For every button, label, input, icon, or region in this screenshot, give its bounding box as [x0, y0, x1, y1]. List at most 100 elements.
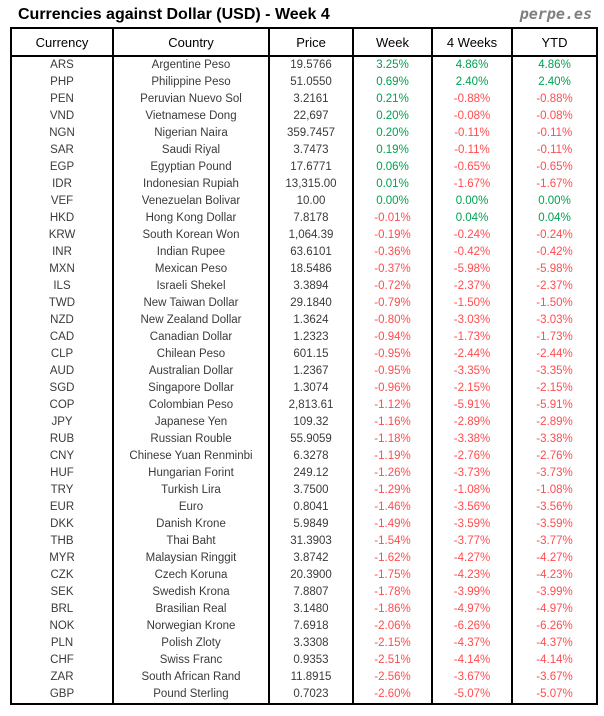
table-row: SGD Singapore Dollar 1.3074 -0.96% -2.15% -2.…: [10, 380, 598, 397]
four-weeks-change-cell: -3.77%: [431, 533, 513, 550]
country-cell: Pound Sterling: [112, 686, 270, 704]
week-change-cell: -2.56%: [352, 669, 433, 686]
currency-code-cell: GBP: [10, 686, 114, 704]
currency-code-cell: TRY: [10, 482, 114, 499]
price-cell: 7.8807: [268, 584, 354, 601]
price-cell: 29.1840: [268, 295, 354, 312]
currency-code-cell: ILS: [10, 278, 114, 295]
table-row: NZD New Zealand Dollar 1.3624 -0.80% -3.03% -…: [10, 312, 598, 329]
week-change-cell: 0.21%: [352, 91, 433, 108]
country-cell: Indonesian Rupiah: [112, 176, 270, 193]
table-row: NGN Nigerian Naira 359.7457 0.20% -0.11% -0.1…: [10, 125, 598, 142]
four-weeks-change-cell: -5.91%: [431, 397, 513, 414]
country-cell: Singapore Dollar: [112, 380, 270, 397]
four-weeks-change-cell: -3.67%: [431, 669, 513, 686]
table-row: MXN Mexican Peso 18.5486 -0.37% -5.98% -5.98%: [10, 261, 598, 278]
country-cell: Mexican Peso: [112, 261, 270, 278]
four-weeks-change-cell: -3.35%: [431, 363, 513, 380]
country-cell: Peruvian Nuevo Sol: [112, 91, 270, 108]
week-change-cell: -2.60%: [352, 686, 433, 704]
price-cell: 6.3278: [268, 448, 354, 465]
ytd-change-cell: -0.11%: [511, 125, 598, 142]
ytd-change-cell: 2.40%: [511, 74, 598, 91]
price-cell: 1.2367: [268, 363, 354, 380]
ytd-change-cell: -1.50%: [511, 295, 598, 312]
week-change-cell: -1.75%: [352, 567, 433, 584]
price-cell: 51.0550: [268, 74, 354, 91]
ytd-change-cell: -5.91%: [511, 397, 598, 414]
week-change-cell: -2.15%: [352, 635, 433, 652]
price-cell: 359.7457: [268, 125, 354, 142]
ytd-change-cell: -4.27%: [511, 550, 598, 567]
country-cell: Chinese Yuan Renminbi: [112, 448, 270, 465]
ytd-change-cell: -3.35%: [511, 363, 598, 380]
table-row: TRY Turkish Lira 3.7500 -1.29% -1.08% -1.08%: [10, 482, 598, 499]
week-change-cell: -1.86%: [352, 601, 433, 618]
four-weeks-change-cell: -1.73%: [431, 329, 513, 346]
price-cell: 109.32: [268, 414, 354, 431]
four-weeks-change-cell: -3.56%: [431, 499, 513, 516]
week-change-cell: -1.49%: [352, 516, 433, 533]
currency-code-cell: PLN: [10, 635, 114, 652]
currency-code-cell: SEK: [10, 584, 114, 601]
four-weeks-change-cell: -3.59%: [431, 516, 513, 533]
currency-code-cell: RUB: [10, 431, 114, 448]
currency-code-cell: NZD: [10, 312, 114, 329]
week-change-cell: -1.19%: [352, 448, 433, 465]
country-cell: Norwegian Krone: [112, 618, 270, 635]
country-cell: Swiss Franc: [112, 652, 270, 669]
four-weeks-change-cell: -1.50%: [431, 295, 513, 312]
table-header-row: Currency Country Price Week 4 Weeks YTD: [10, 27, 598, 57]
column-header-ytd: YTD: [511, 27, 598, 57]
table-row: CZK Czech Koruna 20.3900 -1.75% -4.23% -4.23%: [10, 567, 598, 584]
four-weeks-change-cell: 4.86%: [431, 56, 513, 74]
four-weeks-change-cell: -4.27%: [431, 550, 513, 567]
currency-code-cell: DKK: [10, 516, 114, 533]
four-weeks-change-cell: -4.97%: [431, 601, 513, 618]
price-cell: 17.6771: [268, 159, 354, 176]
week-change-cell: -1.54%: [352, 533, 433, 550]
country-cell: South Korean Won: [112, 227, 270, 244]
price-cell: 11.8915: [268, 669, 354, 686]
table-row: VEF Venezuelan Bolivar 10.00 0.00% 0.00% 0.00…: [10, 193, 598, 210]
currency-code-cell: HKD: [10, 210, 114, 227]
price-cell: 7.8178: [268, 210, 354, 227]
ytd-change-cell: -1.73%: [511, 329, 598, 346]
four-weeks-change-cell: -1.67%: [431, 176, 513, 193]
country-cell: Thai Baht: [112, 533, 270, 550]
ytd-change-cell: -4.14%: [511, 652, 598, 669]
currency-code-cell: NGN: [10, 125, 114, 142]
price-cell: 601.15: [268, 346, 354, 363]
ytd-change-cell: -3.56%: [511, 499, 598, 516]
country-cell: Philippine Peso: [112, 74, 270, 91]
four-weeks-change-cell: -2.89%: [431, 414, 513, 431]
four-weeks-change-cell: 0.00%: [431, 193, 513, 210]
week-change-cell: -1.12%: [352, 397, 433, 414]
table-row: PLN Polish Zloty 3.3308 -2.15% -4.37% -4.37%: [10, 635, 598, 652]
currency-code-cell: MXN: [10, 261, 114, 278]
ytd-change-cell: -3.99%: [511, 584, 598, 601]
ytd-change-cell: -0.11%: [511, 142, 598, 159]
price-cell: 18.5486: [268, 261, 354, 278]
price-cell: 1.2323: [268, 329, 354, 346]
country-cell: Czech Koruna: [112, 567, 270, 584]
week-change-cell: 0.20%: [352, 108, 433, 125]
country-cell: Swedish Krona: [112, 584, 270, 601]
country-cell: Brasilian Real: [112, 601, 270, 618]
country-cell: Hong Kong Dollar: [112, 210, 270, 227]
country-cell: Danish Krone: [112, 516, 270, 533]
four-weeks-change-cell: -0.11%: [431, 125, 513, 142]
table-row: BRL Brasilian Real 3.1480 -1.86% -4.97% -4.97…: [10, 601, 598, 618]
four-weeks-change-cell: -4.23%: [431, 567, 513, 584]
country-cell: Colombian Peso: [112, 397, 270, 414]
week-change-cell: -0.36%: [352, 244, 433, 261]
week-change-cell: -0.79%: [352, 295, 433, 312]
country-cell: Russian Rouble: [112, 431, 270, 448]
country-cell: Nigerian Naira: [112, 125, 270, 142]
country-cell: Argentine Peso: [112, 56, 270, 74]
week-change-cell: -1.46%: [352, 499, 433, 516]
four-weeks-change-cell: -4.37%: [431, 635, 513, 652]
table-row: DKK Danish Krone 5.9849 -1.49% -3.59% -3.59%: [10, 516, 598, 533]
table-row: IDR Indonesian Rupiah 13,315.00 0.01% -1.67%…: [10, 176, 598, 193]
